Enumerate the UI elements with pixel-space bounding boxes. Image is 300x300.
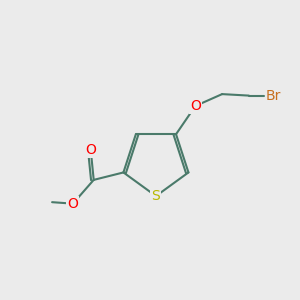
Text: Br: Br — [265, 88, 280, 103]
Text: O: O — [68, 197, 78, 211]
Text: S: S — [152, 189, 160, 203]
Text: O: O — [85, 143, 96, 157]
Text: O: O — [190, 99, 201, 113]
